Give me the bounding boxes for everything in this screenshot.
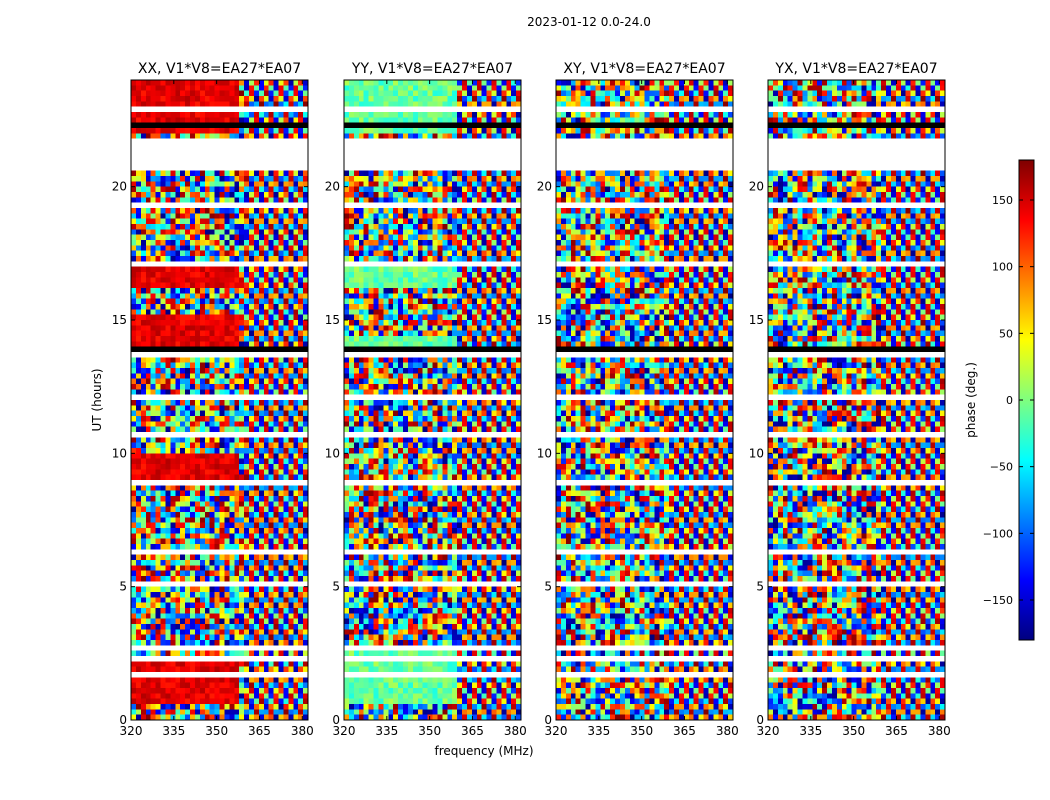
x-tick-label: 335	[375, 724, 398, 738]
y-tick-label: 5	[119, 580, 127, 594]
colorbar-tick-label: 50	[999, 327, 1013, 340]
y-tick-label: 10	[749, 446, 764, 460]
x-tick-label: 350	[418, 724, 441, 738]
panel-title: YY, V1*V8=EA27*EA07	[351, 61, 513, 77]
x-axis-label: frequency (MHz)	[434, 744, 533, 758]
panel-frame	[767, 79, 946, 721]
colorbar-tick-label: −100	[983, 527, 1013, 540]
phase-image	[768, 80, 945, 720]
y-tick-label: 5	[332, 580, 340, 594]
panel-title: XX, V1*V8=EA27*EA07	[138, 61, 301, 77]
y-tick-label: 15	[325, 313, 340, 327]
panel-title: XY, V1*V8=EA27*EA07	[563, 61, 725, 77]
colorbar-label: phase (deg.)	[964, 362, 978, 438]
panel-xy: XY, V1*V8=EA27*EA07 320 335 350 365 380 0 5 10 15…	[537, 61, 739, 738]
y-tick-label: 20	[537, 180, 552, 194]
panel-yy: YY, V1*V8=EA27*EA07 320 335 350 365 380 0 5 10 15…	[325, 61, 527, 738]
y-tick-label: 15	[537, 313, 552, 327]
phase-image	[344, 80, 521, 720]
y-tick-label: 15	[112, 313, 127, 327]
figure-suptitle: 2023-01-12 0.0-24.0	[527, 15, 651, 29]
x-tick-label: 380	[291, 724, 314, 738]
x-tick-label: 320	[333, 724, 356, 738]
x-tick-label: 365	[248, 724, 271, 738]
colorbar-tick-label: −150	[983, 594, 1013, 607]
x-tick-label: 335	[587, 724, 610, 738]
x-tick-label: 380	[504, 724, 527, 738]
phase-image	[556, 80, 733, 720]
x-tick-label: 380	[928, 724, 951, 738]
y-tick-label: 20	[112, 180, 127, 194]
colorbar-tick-label: −50	[990, 461, 1013, 474]
x-tick-label: 365	[673, 724, 696, 738]
x-tick-label: 350	[630, 724, 653, 738]
x-tick-label: 320	[757, 724, 780, 738]
colorbar-tick-label: 100	[992, 261, 1013, 274]
x-tick-label: 380	[716, 724, 739, 738]
x-tick-label: 350	[842, 724, 865, 738]
panel-frame	[555, 79, 734, 721]
y-tick-label: 20	[325, 180, 340, 194]
panels-group: XX, V1*V8=EA27*EA07 320 335 350 365 380 0 5 10 15…	[112, 61, 951, 738]
panel-yx: YX, V1*V8=EA27*EA07 320 335 350 365 380 0 5 10 15…	[749, 61, 951, 738]
y-tick-label: 20	[749, 180, 764, 194]
y-tick-label: 0	[119, 713, 127, 727]
colorbar: 150 100 50 0 −50 −100 −150 phase (deg.)	[964, 159, 1035, 641]
colorbar-ticks: 150 100 50 0 −50 −100 −150	[983, 194, 1034, 607]
panel-frame	[343, 79, 522, 721]
y-tick-label: 0	[332, 713, 340, 727]
panel-frame	[130, 79, 309, 721]
y-tick-label: 15	[749, 313, 764, 327]
x-tick-label: 365	[461, 724, 484, 738]
y-tick-label: 5	[544, 580, 552, 594]
x-tick-label: 350	[205, 724, 228, 738]
phase-image	[131, 80, 308, 720]
y-tick-label: 5	[756, 580, 764, 594]
y-tick-label: 10	[325, 446, 340, 460]
x-tick-label: 335	[799, 724, 822, 738]
panel-title: YX, V1*V8=EA27*EA07	[774, 61, 937, 77]
colorbar-tick-label: 0	[1006, 394, 1013, 407]
y-tick-label: 0	[756, 713, 764, 727]
panel-xx: XX, V1*V8=EA27*EA07 320 335 350 365 380 0 5 10 15…	[112, 61, 314, 738]
y-tick-label: 10	[537, 446, 552, 460]
x-tick-label: 335	[162, 724, 185, 738]
colorbar-tick-label: 150	[992, 194, 1013, 207]
y-tick-label: 10	[112, 446, 127, 460]
x-tick-label: 365	[885, 724, 908, 738]
x-tick-label: 320	[120, 724, 143, 738]
y-tick-label: 0	[544, 713, 552, 727]
x-tick-label: 320	[545, 724, 568, 738]
y-axis-label: UT (hours)	[90, 368, 104, 431]
